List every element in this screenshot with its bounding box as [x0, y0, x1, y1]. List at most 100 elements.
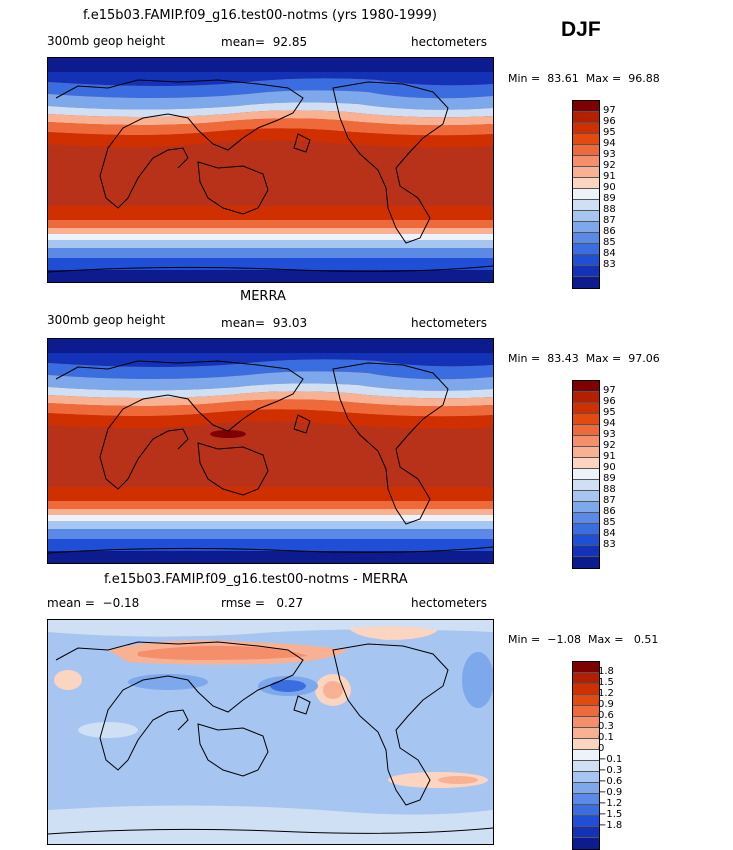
map-anomaly-negative	[270, 680, 306, 692]
coast-australia	[197, 723, 269, 777]
colorbar-swatch	[573, 156, 599, 167]
panel-3-mean: mean = −0.18	[47, 596, 139, 610]
coastlines	[48, 79, 493, 273]
panel-1-mean-label: mean=	[221, 35, 266, 49]
colorbar-swatch	[573, 101, 599, 112]
map-band	[48, 258, 493, 270]
map-anomaly-positive	[323, 681, 343, 699]
colorbar-swatch	[573, 414, 599, 425]
map-band	[48, 391, 493, 407]
colorbar-swatch	[573, 662, 599, 673]
map-band	[48, 529, 493, 539]
map-anomaly-negative	[128, 674, 208, 690]
panel-3-rmse-value: 0.27	[276, 596, 304, 610]
colorbar-label: 83	[603, 259, 616, 270]
map-anomaly-positive	[78, 722, 138, 738]
colorbar-swatch	[573, 200, 599, 211]
colorbar-label: 93	[603, 149, 616, 160]
coast-islands	[293, 133, 311, 153]
map-anomaly-positive	[438, 776, 478, 784]
panel-3-max-label: Max =	[587, 633, 624, 646]
colorbar-label: −0.3	[598, 765, 623, 776]
colorbar-swatch	[573, 728, 599, 739]
colorbar-label: 84	[603, 528, 616, 539]
colorbar-label: −0.6	[598, 776, 623, 787]
map-band	[48, 58, 493, 72]
panel-3-min-label: Min =	[508, 633, 541, 646]
panel-3-minmax: Min = −1.08 Max = 0.51	[508, 633, 658, 646]
map-anomaly-positive	[348, 626, 438, 640]
colorbar-swatch	[573, 266, 599, 277]
coast-americas	[332, 362, 449, 525]
map-band	[48, 399, 493, 417]
colorbar-label: 93	[603, 429, 616, 440]
coast-americas	[332, 643, 449, 806]
map-anomaly-negative	[462, 652, 493, 708]
panel-1-variable-label: 300mb geop height	[47, 34, 166, 48]
colorbar-label: −1.2	[598, 798, 623, 809]
colorbar-swatch	[573, 222, 599, 233]
coast-islands	[293, 414, 311, 434]
colorbar-label: 83	[603, 539, 616, 550]
colorbar-swatch	[573, 673, 599, 684]
colorbar-label: 97	[603, 385, 616, 396]
colorbar-label: 91	[603, 451, 616, 462]
panel-2-units: hectometers	[411, 316, 487, 330]
colorbar-label: 86	[603, 506, 616, 517]
map-anomaly-positive	[54, 670, 82, 690]
colorbar-swatch	[573, 695, 599, 706]
coast-australia	[197, 161, 269, 215]
colorbar-swatch	[573, 123, 599, 134]
panel-3-mean-value: −0.18	[102, 596, 140, 610]
colorbar-swatch	[573, 535, 599, 546]
colorbar-swatch	[573, 277, 599, 288]
panel-3-title: f.e15b03.FAMIP.f09_g16.test00-notms - ME…	[104, 572, 408, 587]
colorbar-swatch	[573, 557, 599, 568]
colorbar-label: 87	[603, 215, 616, 226]
season-label: DJF	[561, 18, 601, 41]
map-band	[48, 240, 493, 248]
map-band	[48, 78, 493, 99]
map-band	[48, 353, 493, 367]
colorbar-label: 91	[603, 171, 616, 182]
coast-antarctica	[48, 827, 493, 835]
colorbar-label: 0.3	[598, 721, 614, 732]
coast-antarctica	[48, 546, 493, 554]
map-band	[48, 206, 493, 220]
colorbar-label: 94	[603, 138, 616, 149]
colorbar-swatch	[573, 480, 599, 491]
colorbar-swatch	[573, 546, 599, 557]
panel-2-map-svg	[48, 339, 493, 563]
colorbar-label: 0.6	[598, 710, 614, 721]
map-band	[48, 383, 493, 399]
colorbar-swatch	[573, 491, 599, 502]
colorbar-label: −1.8	[598, 820, 623, 831]
map-band	[48, 509, 493, 515]
coast-eurasia-africa	[55, 360, 304, 490]
panel-1-mean: mean= 92.85	[221, 35, 307, 49]
colorbar-label: 0.1	[598, 732, 614, 743]
colorbar-label: −1.5	[598, 809, 623, 820]
colorbar-swatch	[573, 783, 599, 794]
colorbar-swatch	[573, 392, 599, 403]
colorbar-swatch	[573, 717, 599, 728]
colorbar-swatch	[573, 233, 599, 244]
map-band	[48, 128, 493, 148]
coast-antarctica	[48, 265, 493, 273]
map-band	[48, 102, 493, 118]
panel-2-max-value: 97.06	[628, 352, 660, 365]
map-band	[48, 521, 493, 529]
map-band	[48, 409, 493, 429]
colorbar-label: 88	[603, 484, 616, 495]
map-band	[48, 72, 493, 86]
panel-2-mean: mean= 93.03	[221, 316, 307, 330]
coast-eurasia-africa	[55, 641, 304, 771]
colorbar-swatch	[573, 458, 599, 469]
panel-2-minmax: Min = 83.43 Max = 97.06	[508, 352, 660, 365]
colorbar-label: 95	[603, 127, 616, 138]
colorbar-label: 89	[603, 193, 616, 204]
panel-2-variable-label: 300mb geop height	[47, 313, 166, 327]
colorbar-swatch	[573, 684, 599, 695]
colorbar-swatch	[573, 112, 599, 123]
colorbar-label: 84	[603, 248, 616, 259]
